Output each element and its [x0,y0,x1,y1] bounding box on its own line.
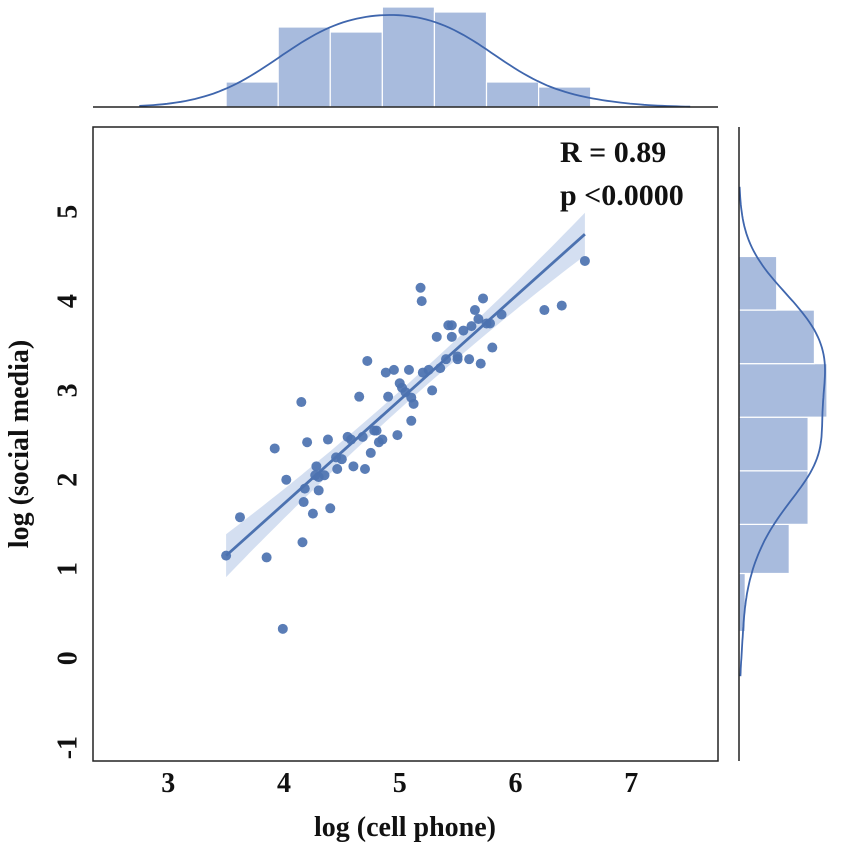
y-tick-label: 0 [53,651,84,665]
data-point [388,364,399,375]
data-point [261,552,272,563]
data-point [296,397,307,408]
data-point [319,470,330,481]
top-marginal-histogram [139,6,691,108]
y-tick-labels: -1 0 1 2 3 4 5 [53,205,84,759]
y-hist-bar [738,363,828,418]
data-point [579,255,590,266]
x-hist-bar [485,81,540,108]
y-tick-label: 3 [53,383,84,397]
y-tick-label: 2 [53,473,84,487]
y-tick-label: 5 [53,205,84,219]
data-point [336,454,347,465]
data-point [354,391,365,402]
data-point [332,464,343,475]
data-point [377,434,388,445]
data-point [469,305,480,316]
scatter-points [221,255,590,634]
y-kde-curve [738,186,826,677]
data-point [446,320,457,331]
data-point [281,474,292,485]
right-marginal-histogram [738,186,828,677]
data-point [458,325,469,336]
y-tick-label: 1 [53,562,84,576]
y-axis-label: log (social media) [4,340,35,548]
data-point [556,300,567,311]
y-hist-bar [738,416,809,472]
data-point [403,364,414,375]
x-tick-label: 5 [393,768,407,799]
x-kde-curve [139,14,691,108]
data-point [473,313,484,324]
data-point [487,342,498,353]
data-point [427,385,438,396]
data-point [348,461,359,472]
data-point [539,305,550,316]
main-plot-frame [92,126,719,762]
data-point [311,461,322,472]
data-point [297,537,308,548]
data-point [464,354,475,365]
data-point [234,512,245,523]
data-point [383,391,394,402]
data-point [298,497,309,508]
data-point [446,331,457,342]
data-point [452,351,463,362]
data-point [302,437,313,448]
data-point [415,282,426,293]
y-hist-bar [738,470,809,525]
x-hist-bar [329,31,383,108]
data-point [478,293,489,304]
data-point [307,508,318,519]
y-hist-bar [738,309,816,365]
x-axis-label: log (cell phone) [314,812,496,843]
x-tick-label: 6 [508,768,522,799]
regression-line [225,233,586,557]
y-hist-bar [738,523,790,575]
data-point [359,464,370,475]
data-point [380,367,391,378]
data-point [408,398,419,409]
data-point [475,358,486,369]
data-point [406,415,417,426]
y-hist-bar [738,255,778,311]
data-point [313,485,324,496]
x-tick-label: 3 [161,768,175,799]
y-tick-label: 4 [53,294,84,308]
data-point [365,447,376,458]
data-point [322,434,333,445]
x-tick-label: 7 [624,768,638,799]
x-hist-bar [433,11,488,108]
data-point [466,321,477,332]
data-point [269,443,280,454]
data-point [362,355,373,366]
data-point [431,331,442,342]
x-hist-bar [277,26,331,108]
stat-p-value: p <0.0000 [560,179,684,212]
regression-fit-line [225,233,586,557]
x-tick-label: 4 [277,768,291,799]
x-hist-bar [225,81,279,108]
y-tick-label: -1 [53,736,84,759]
x-hist-bar [381,6,436,108]
data-point [392,430,403,441]
data-point [277,623,288,634]
x-tick-labels: 3 4 5 6 7 [161,768,638,799]
stat-r-value: R = 0.89 [560,136,666,169]
data-point [416,296,427,307]
data-point [371,425,382,436]
data-point [325,503,336,514]
